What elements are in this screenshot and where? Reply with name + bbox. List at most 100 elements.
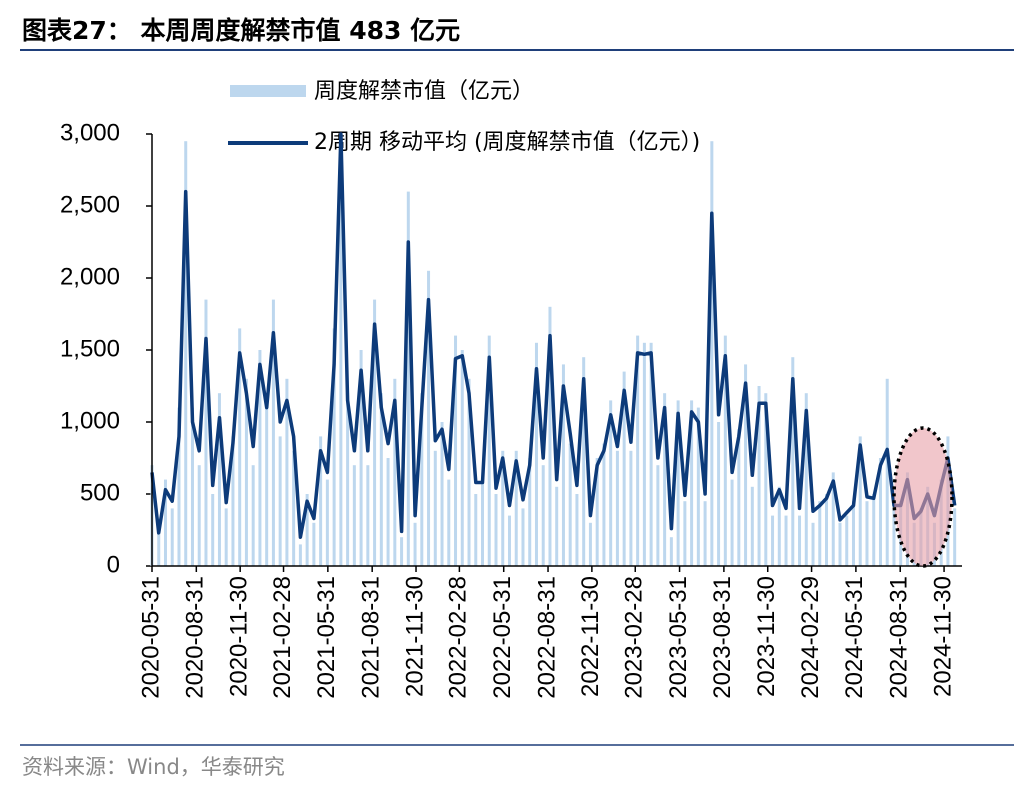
bar (427, 270, 431, 566)
bar (454, 335, 458, 566)
bar (339, 134, 343, 566)
y-tick-label: 0 (107, 551, 120, 578)
bar (669, 537, 673, 566)
line (150, 132, 957, 539)
bar (217, 393, 221, 566)
x-tick-label: 2024-05-31 (841, 576, 868, 699)
bar (278, 436, 282, 566)
bar (777, 486, 781, 566)
bar (177, 407, 181, 566)
y-tick-label: 2,000 (60, 263, 120, 290)
bar (244, 378, 248, 566)
bar (750, 486, 754, 566)
bar (872, 494, 876, 566)
x-tick-label: 2023-05-31 (665, 576, 692, 699)
bar (305, 494, 309, 566)
x-tick-label: 2022-11-30 (577, 576, 604, 697)
chart-title: 图表27： 本周周度解禁市值 483 亿元 (22, 16, 460, 45)
bar (595, 458, 599, 566)
x-tick-label: 2023-11-30 (753, 576, 780, 697)
bar (413, 522, 417, 566)
bar (292, 450, 296, 566)
bar (615, 450, 619, 566)
bar (764, 393, 768, 566)
x-tick-label: 2020-05-31 (137, 576, 164, 699)
bar (251, 465, 255, 566)
bar (703, 501, 707, 566)
bar (298, 544, 302, 566)
bar (953, 508, 957, 566)
x-tick-label: 2021-02-28 (269, 576, 296, 699)
bar (845, 515, 849, 566)
plot-area: 0 500 1,000 1,500 2,000 2,500 3,000 2020-05-31 2… (60, 119, 962, 699)
bar (271, 299, 275, 566)
legend-label: 周度解禁市值（亿元） (314, 79, 534, 104)
bar (366, 465, 370, 566)
bar (771, 515, 775, 566)
bar (555, 486, 559, 566)
x-tick-label: 2020-08-31 (182, 576, 209, 699)
bar (332, 328, 336, 566)
y-tick-label: 2,500 (60, 191, 120, 218)
bar (629, 450, 633, 566)
bar (420, 393, 424, 566)
bar (258, 350, 262, 566)
bar (352, 465, 356, 566)
y-tick-label: 3,000 (60, 119, 120, 146)
bar (386, 458, 390, 566)
bar (858, 436, 862, 566)
bar (737, 429, 741, 566)
bar (197, 465, 201, 566)
legend-label: 2周期 移动平均 (周度解禁市值（亿元）) (314, 130, 700, 155)
bar (744, 364, 748, 566)
bar (602, 443, 606, 566)
bar (656, 465, 660, 566)
bar (460, 350, 464, 566)
bar (831, 472, 835, 566)
bar (717, 422, 721, 566)
bar (238, 328, 242, 566)
bar (400, 537, 404, 566)
bar (784, 515, 788, 566)
bar (312, 522, 316, 566)
bar (757, 386, 761, 566)
bar (622, 371, 626, 566)
source: 资料来源：Wind，华泰研究 (22, 755, 285, 779)
bar (494, 494, 498, 566)
x-tick-label: 2024-11-30 (929, 576, 956, 697)
bar (804, 393, 808, 566)
bar (541, 465, 545, 566)
x-tick-label: 2022-05-31 (489, 576, 516, 699)
bar (636, 335, 640, 566)
bar (892, 508, 896, 566)
bar (690, 400, 694, 566)
x-tick-label: 2023-08-31 (709, 576, 736, 699)
bar (157, 522, 161, 566)
bar (163, 479, 167, 566)
x-tick-label: 2022-02-28 (445, 576, 472, 699)
bar (642, 342, 646, 566)
bar (548, 306, 552, 566)
bar (676, 400, 680, 566)
bar (501, 450, 505, 566)
bar (474, 494, 478, 566)
x-tick-label: 2020-11-30 (226, 576, 253, 697)
bar (514, 450, 518, 566)
bar (285, 378, 289, 566)
bar (190, 407, 194, 566)
bar (730, 479, 734, 566)
x-tick-label: 2021-08-31 (358, 576, 385, 699)
bar (723, 335, 727, 566)
bar (373, 299, 377, 566)
bar (170, 508, 174, 566)
bar (406, 191, 410, 566)
bar (204, 299, 208, 566)
bar (346, 393, 350, 566)
bar (561, 364, 565, 566)
x-tick-label: 2021-11-30 (401, 576, 428, 697)
bar (885, 378, 889, 566)
highlight-ellipse (892, 426, 954, 568)
bar (487, 335, 491, 566)
bar (467, 378, 471, 566)
